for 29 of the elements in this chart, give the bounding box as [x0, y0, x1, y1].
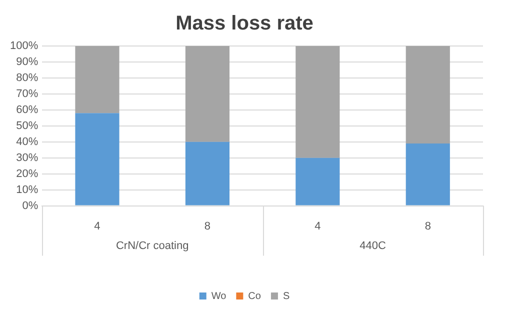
y-tick-label: 30% [16, 152, 38, 164]
chart-title: Mass loss rate [176, 12, 314, 35]
legend-label: Wo [211, 290, 227, 302]
legend-label: Co [248, 290, 262, 302]
bar [406, 46, 450, 144]
bar [296, 158, 340, 206]
bar [75, 113, 120, 206]
y-tick-label: 10% [16, 184, 38, 196]
y-tick-label: 0% [22, 200, 38, 212]
y-tick-label: 50% [16, 120, 38, 132]
y-tick-label: 80% [16, 72, 38, 84]
y-tick-label: 90% [16, 56, 38, 68]
text: CrN/Cr coating [116, 240, 189, 252]
y-tick-label: 20% [16, 168, 38, 180]
y-tick-label: 70% [16, 88, 38, 100]
text: 440C [360, 240, 386, 252]
y-tick-label: 40% [16, 136, 38, 148]
bar [75, 46, 120, 114]
x-tick-label: 8 [424, 220, 431, 232]
y-tick-label: 60% [16, 104, 38, 116]
bar [406, 143, 450, 206]
x-tick-label: 8 [204, 220, 211, 232]
y-tick-label: 100% [10, 40, 38, 52]
legend-label: S [282, 290, 290, 302]
x-tick-label: 4 [314, 220, 321, 232]
bar [185, 142, 230, 206]
x-tick-label: 4 [94, 220, 100, 232]
bar [185, 46, 230, 142]
bar [296, 46, 340, 158]
